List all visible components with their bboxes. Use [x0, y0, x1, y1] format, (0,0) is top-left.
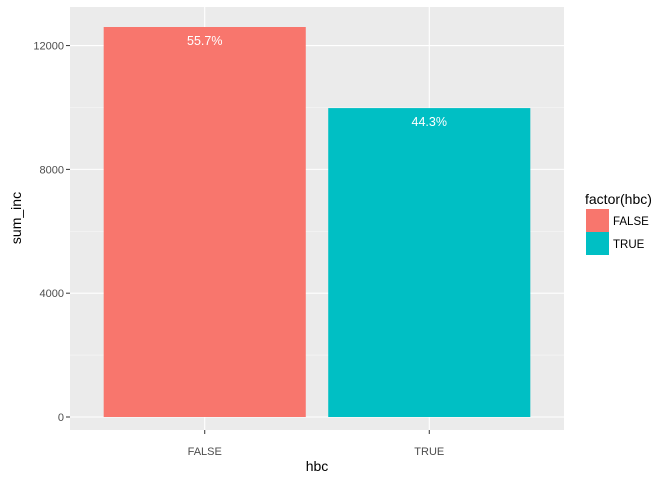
- y-tick-label: 4000: [40, 288, 64, 300]
- y-tick-label: 0: [58, 412, 64, 424]
- legend-title: factor(hbc): [585, 191, 652, 207]
- legend-label-true: TRUE: [613, 239, 645, 251]
- legend: factor(hbc) FALSE TRUE: [585, 191, 652, 255]
- y-axis: 0 4000 8000 12000: [33, 41, 70, 424]
- bar-true: [328, 108, 531, 417]
- y-tick-label: 12000: [33, 41, 64, 53]
- x-axis-title: hbc: [306, 458, 329, 474]
- x-tick-label: TRUE: [414, 446, 444, 458]
- x-tick-label: FALSE: [188, 446, 222, 458]
- bars: [103, 27, 531, 417]
- y-tick-label: 8000: [40, 164, 64, 176]
- legend-label-false: FALSE: [613, 216, 649, 228]
- data-label-false: 55.7%: [187, 34, 222, 48]
- legend-key-true: [586, 232, 609, 255]
- y-axis-title: sum_inc: [8, 192, 24, 244]
- data-label-true: 44.3%: [412, 115, 447, 129]
- x-axis: FALSE TRUE: [188, 430, 444, 458]
- legend-key-false: [586, 209, 609, 232]
- bar-false: [103, 27, 306, 417]
- data-labels: 55.7% 44.3%: [187, 34, 447, 129]
